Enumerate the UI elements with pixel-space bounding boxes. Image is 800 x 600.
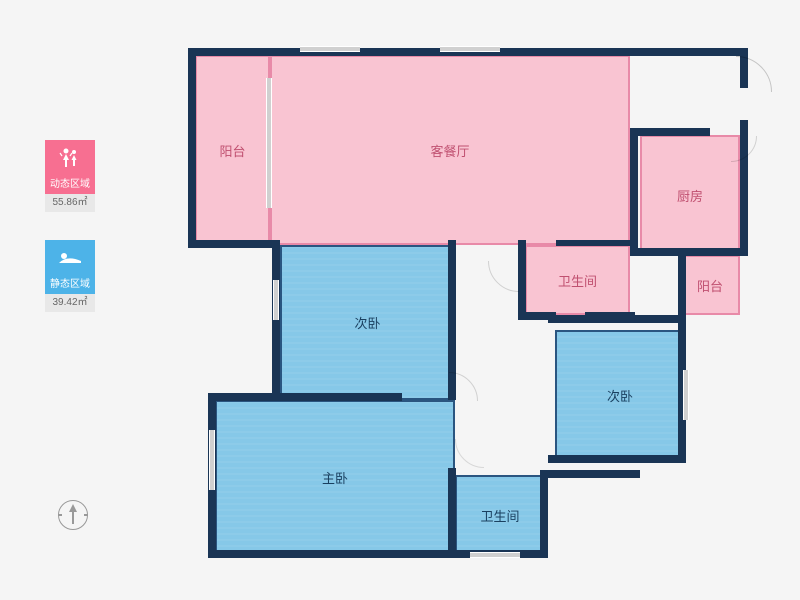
floorplan-canvas: 动态区域 55.86㎡ 静态区域 39.42㎡ 阳台客餐厅厨房卫生间阳台次卧次卧… — [0, 0, 800, 600]
window-segment — [440, 46, 500, 52]
room-label: 卫生间 — [480, 506, 519, 525]
wall-segment — [678, 248, 686, 323]
wall-segment — [518, 312, 556, 320]
room-bed2b: 次卧 — [555, 330, 685, 460]
room-bath1: 卫生间 — [525, 245, 630, 315]
wall-segment — [630, 128, 638, 256]
room-balcony2: 阳台 — [680, 255, 740, 315]
wall-segment — [272, 240, 280, 400]
window-segment — [273, 280, 279, 320]
wall-segment — [188, 240, 278, 248]
window-segment — [470, 552, 520, 558]
wall-segment — [540, 470, 640, 478]
room-balcony1: 阳台 — [195, 55, 270, 245]
room-bed2a: 次卧 — [280, 245, 455, 400]
room-living: 客餐厅 — [270, 55, 630, 245]
door-arc — [700, 56, 772, 128]
room-label: 次卧 — [354, 313, 380, 332]
room-label: 次卧 — [607, 386, 633, 405]
room-label: 主卧 — [322, 468, 348, 487]
room-label: 厨房 — [677, 186, 703, 205]
window-segment — [266, 78, 272, 208]
wall-segment — [448, 468, 456, 558]
wall-segment — [540, 470, 548, 558]
window-segment — [300, 46, 360, 52]
room-master: 主卧 — [215, 400, 455, 555]
room-kitchen: 厨房 — [640, 135, 740, 255]
door-arc — [455, 410, 513, 468]
window-segment — [683, 370, 689, 420]
legend-dynamic-icon — [45, 140, 95, 176]
legend-static-value: 39.42㎡ — [45, 294, 95, 312]
room-label: 阳台 — [697, 276, 723, 295]
legend-static-title: 静态区域 — [45, 276, 95, 294]
wall-segment — [208, 393, 280, 401]
legend-static-icon — [45, 240, 95, 276]
wall-segment — [556, 240, 634, 246]
window-segment — [209, 430, 215, 490]
room-label: 阳台 — [219, 141, 245, 160]
legend-dynamic: 动态区域 55.86㎡ — [45, 140, 95, 212]
compass-icon — [58, 500, 88, 530]
wall-segment — [518, 240, 526, 320]
room-label: 客餐厅 — [430, 141, 469, 160]
room-label: 卫生间 — [558, 271, 597, 290]
wall-segment — [630, 248, 748, 256]
wall-segment — [630, 128, 710, 136]
room-bath2: 卫生间 — [455, 475, 545, 555]
wall-segment — [188, 48, 196, 248]
legend-dynamic-value: 55.86㎡ — [45, 194, 95, 212]
wall-segment — [548, 455, 686, 463]
wall-segment — [585, 312, 635, 320]
legend-static: 静态区域 39.42㎡ — [45, 240, 95, 312]
wall-segment — [272, 393, 402, 401]
legend-dynamic-title: 动态区域 — [45, 176, 95, 194]
